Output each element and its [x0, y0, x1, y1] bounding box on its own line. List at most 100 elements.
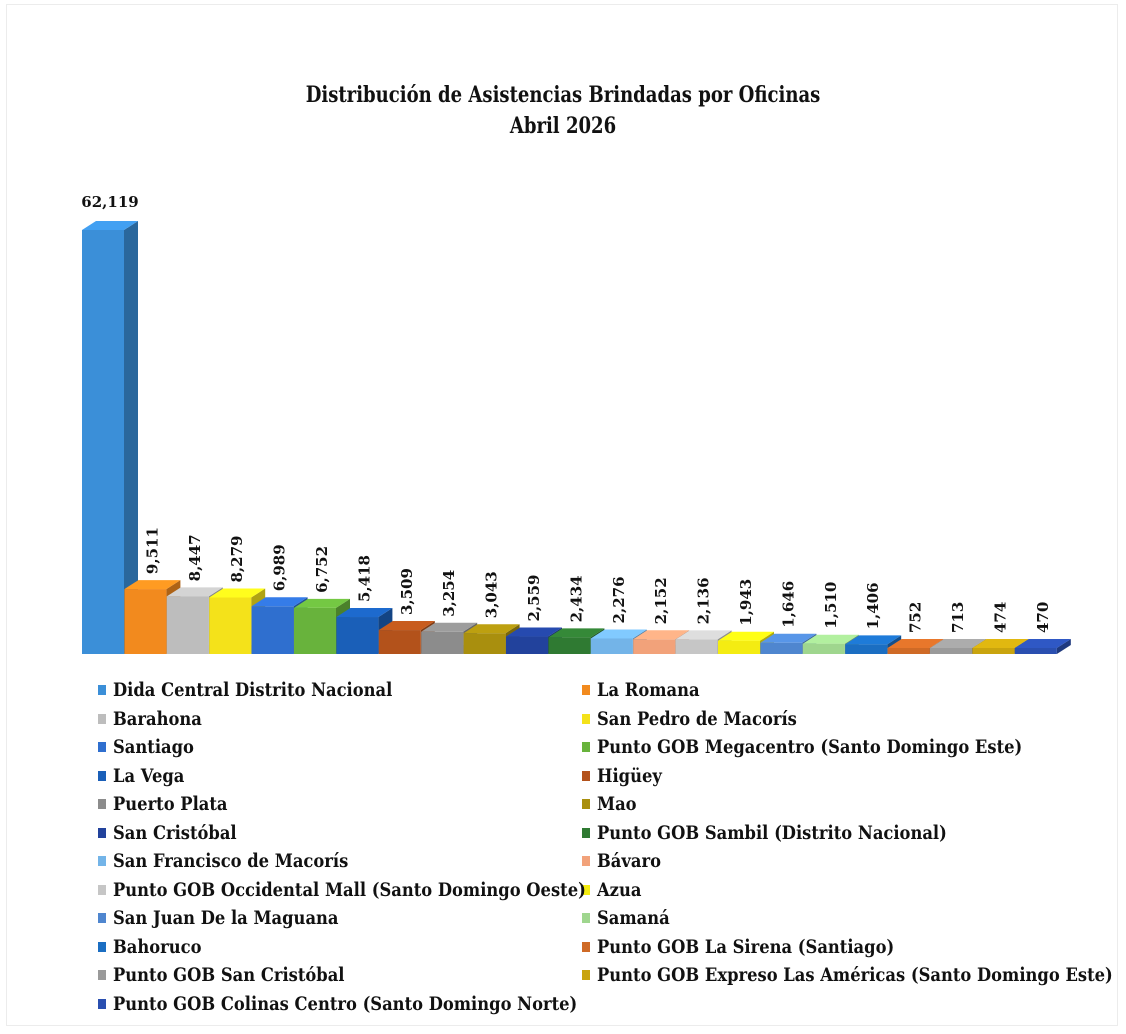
value-label-4: 8,279: [228, 536, 246, 583]
bar-top-face: [802, 634, 859, 644]
legend-label: Punto GOB Expreso Las Américas (Santo Do…: [597, 964, 1113, 987]
legend-swatch: [98, 913, 106, 924]
legend-item-1: Dida Central Distrito Nacional: [98, 676, 582, 705]
legend-label: Higüey: [597, 764, 662, 787]
bar-top-face: [251, 597, 308, 607]
bar-front-face: [887, 648, 930, 654]
bar-top-face: [506, 627, 562, 637]
legend-swatch: [582, 799, 590, 810]
legend-item-20: Punto GOB La Sirena (Santiago): [582, 933, 1082, 962]
bar-front-face: [548, 637, 591, 654]
legend-swatch: [582, 884, 590, 895]
bar-front-face: [251, 606, 294, 654]
legend-item-14: Bávaro: [582, 847, 1082, 876]
legend-item-8: Higüey: [582, 762, 1082, 791]
legend-item-2: La Romana: [582, 676, 1082, 705]
legend-label: Bávaro: [597, 850, 661, 873]
bar-front-face: [802, 643, 845, 654]
value-label-18: 1,510: [822, 582, 840, 629]
legend-swatch: [582, 713, 590, 724]
legend-item-16: Azua: [582, 876, 1082, 905]
legend-item-12: Punto GOB Sambil (Distrito Nacional): [582, 819, 1082, 848]
value-label-23: 470: [1034, 602, 1052, 633]
chart-title-line-1: Distribución de Asistencias Brindadas po…: [305, 82, 821, 108]
legend-item-5: Santiago: [98, 733, 582, 762]
bar-front-face: [421, 631, 464, 654]
legend-label: Punto GOB Megacentro (Santo Domingo Este…: [597, 736, 1023, 759]
legend-item-7: La Vega: [98, 762, 582, 791]
legend-label: Samaná: [597, 907, 670, 930]
legend-label: Punto GOB San Cristóbal: [113, 964, 345, 987]
legend-swatch: [98, 770, 106, 781]
bar-front-face: [463, 633, 506, 654]
legend-label: Punto GOB Colinas Centro (Santo Domingo …: [113, 992, 578, 1015]
value-label-1: 62,119: [81, 193, 138, 211]
bar-front-face: [378, 630, 421, 654]
value-label-14: 2,152: [652, 577, 670, 624]
value-label-17: 1,646: [779, 581, 797, 628]
bar-front-face: [590, 638, 633, 654]
legend-label: San Juan De la Maguana: [113, 907, 339, 930]
value-label-7: 5,418: [355, 555, 373, 602]
bar-top-face: [124, 580, 181, 590]
value-label-16: 1,943: [737, 579, 755, 626]
bar-top-face: [294, 598, 350, 608]
legend-item-22: Punto GOB Expreso Las Américas (Santo Do…: [582, 961, 1113, 990]
legend-item-15: Punto GOB Occidental Mall (Santo Domingo…: [98, 876, 586, 905]
bar-chart: 62,119 9,511 8,447 8,279 6,989 6,752 5,418 3,50…: [81, 193, 1072, 654]
legend-label: San Cristóbal: [113, 821, 237, 844]
bar-front-face: [336, 617, 379, 654]
bar-front-face: [1014, 648, 1057, 654]
bar-1: [82, 221, 138, 654]
value-label-11: 2,559: [525, 575, 543, 622]
legend-item-4: San Pedro de Macorís: [582, 705, 1082, 734]
value-label-8: 3,509: [398, 568, 416, 615]
chart-frame: [6, 4, 1118, 1026]
legend-swatch: [582, 770, 590, 781]
bar-front-face: [506, 636, 548, 654]
legend-label: Puerto Plata: [113, 793, 228, 816]
bar-top-face: [760, 633, 817, 643]
bar-top-face: [1014, 639, 1071, 648]
legend-swatch: [98, 941, 106, 952]
value-label-3: 8,447: [186, 534, 204, 581]
value-label-15: 2,136: [695, 577, 713, 624]
legend-label: Mao: [597, 793, 637, 816]
value-label-12: 2,434: [567, 575, 585, 622]
legend-swatch: [582, 742, 590, 753]
legend-item-23: Punto GOB Colinas Centro (Santo Domingo …: [98, 990, 582, 1019]
legend-label: Bahoruco: [113, 935, 202, 958]
value-label-10: 3,043: [483, 571, 501, 618]
value-label-6: 6,752: [313, 546, 331, 593]
chart-title-line-2: Abril 2026: [509, 113, 617, 139]
legend-swatch: [98, 884, 106, 895]
legend-item-13: San Francisco de Macorís: [98, 847, 582, 876]
bar-top-face: [548, 628, 605, 638]
legend-swatch: [582, 856, 590, 867]
legend-swatch: [98, 827, 106, 838]
bar-side-face: [124, 221, 138, 654]
value-label-9: 3,254: [440, 570, 458, 617]
legend: Dida Central Distrito Nacional La Romana B…: [98, 676, 1113, 1021]
value-label-13: 2,276: [610, 576, 628, 623]
legend-swatch: [98, 742, 106, 753]
legend-swatch: [98, 856, 106, 867]
value-labels-group: 62,119 9,511 8,447 8,279 6,989 6,752 5,418 3,50…: [81, 193, 1052, 633]
legend-label: Punto GOB Occidental Mall (Santo Domingo…: [113, 878, 586, 901]
legend-item-6: Punto GOB Megacentro (Santo Domingo Este…: [582, 733, 1082, 762]
legend-label: Dida Central Distrito Nacional: [113, 679, 393, 702]
legend-item-9: Puerto Plata: [98, 790, 582, 819]
value-label-21: 713: [949, 602, 967, 633]
legend-swatch: [582, 827, 590, 838]
bar-top-face: [930, 639, 986, 648]
bar-top-face: [463, 624, 520, 634]
legend-swatch: [582, 913, 590, 924]
bar-top-face: [378, 621, 435, 631]
bars-group: [82, 221, 1071, 654]
value-label-19: 1,406: [864, 582, 882, 629]
legend-swatch: [98, 713, 106, 724]
legend-item-10: Mao: [582, 790, 1082, 819]
value-label-22: 474: [991, 602, 1009, 633]
legend-label: Punto GOB La Sirena (Santiago): [597, 935, 895, 958]
bar-top-face: [166, 587, 223, 597]
